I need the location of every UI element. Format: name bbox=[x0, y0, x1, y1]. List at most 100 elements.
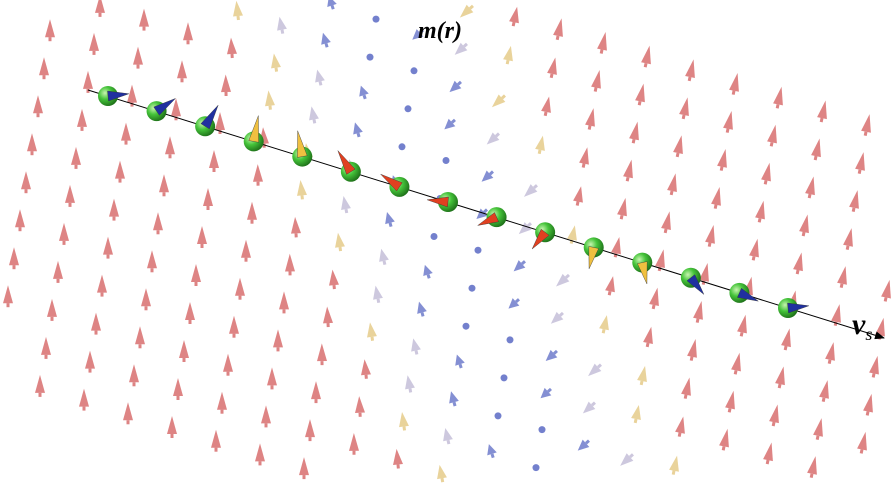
arrow bbox=[123, 402, 133, 420]
cone bbox=[637, 262, 647, 284]
arrow-shaft bbox=[639, 101, 640, 105]
arrow bbox=[305, 419, 315, 437]
arrow bbox=[679, 97, 689, 116]
arrow bbox=[83, 71, 93, 89]
arrow-shaft bbox=[448, 440, 449, 444]
arrow bbox=[417, 302, 427, 314]
arrow-shaft bbox=[340, 247, 341, 251]
arrow bbox=[129, 364, 139, 382]
arrow bbox=[315, 70, 325, 83]
arrow-shaft bbox=[513, 22, 514, 26]
arrow-shaft bbox=[647, 343, 648, 347]
arrow bbox=[183, 22, 193, 40]
arrow-shaft bbox=[671, 191, 672, 195]
arrow bbox=[755, 201, 765, 220]
arrow-shaft bbox=[442, 478, 443, 482]
arrow bbox=[649, 288, 659, 306]
arrow-shaft bbox=[378, 299, 379, 303]
arrow bbox=[229, 316, 239, 334]
arrow-shaft bbox=[603, 329, 604, 333]
arrow bbox=[405, 375, 415, 389]
cone bbox=[249, 116, 259, 143]
arrow bbox=[807, 456, 817, 475]
arrow bbox=[675, 417, 685, 434]
arrow-shaft bbox=[384, 261, 385, 265]
arrow bbox=[227, 38, 237, 55]
arrow bbox=[273, 329, 283, 347]
arrow-shaft bbox=[557, 36, 558, 40]
arrow bbox=[535, 136, 545, 151]
arrow-shaft bbox=[551, 74, 552, 78]
arrow-shaft bbox=[859, 170, 860, 174]
arrow-shaft bbox=[683, 115, 684, 119]
arrow bbox=[271, 54, 281, 69]
arrow-shaft bbox=[490, 172, 493, 175]
arrow-shaft bbox=[372, 337, 373, 341]
arrow bbox=[685, 59, 695, 78]
arrow bbox=[121, 123, 131, 141]
arrow bbox=[591, 70, 601, 89]
arrow-shaft bbox=[865, 132, 866, 136]
arrow bbox=[15, 209, 25, 227]
arrow bbox=[509, 7, 519, 23]
arrow bbox=[9, 247, 19, 265]
arrow-shaft bbox=[829, 360, 830, 364]
arrow-shaft bbox=[566, 275, 569, 278]
arrow bbox=[731, 353, 741, 372]
arrow-shaft bbox=[815, 156, 816, 160]
arrow bbox=[233, 1, 243, 17]
arrow-shaft bbox=[410, 389, 411, 393]
arrow-shaft bbox=[428, 275, 429, 279]
arrow-shaft bbox=[633, 139, 634, 143]
arrow-shaft bbox=[592, 403, 595, 406]
arrow bbox=[203, 188, 213, 206]
arrow bbox=[59, 223, 69, 241]
arrow bbox=[255, 443, 265, 461]
velocity-symbol: v bbox=[852, 308, 866, 341]
arrow bbox=[849, 190, 859, 209]
arrow bbox=[443, 428, 453, 441]
arrow-shaft bbox=[496, 134, 499, 137]
arrow bbox=[79, 389, 89, 407]
arrow-shaft bbox=[779, 384, 780, 388]
arrow bbox=[317, 343, 327, 361]
arrow bbox=[141, 288, 151, 306]
arrow-dot bbox=[431, 233, 438, 240]
arrow bbox=[279, 291, 289, 309]
arrow bbox=[673, 135, 683, 154]
arrow bbox=[617, 198, 627, 216]
arrow-shaft bbox=[733, 91, 734, 95]
arrow-shaft bbox=[589, 126, 590, 130]
arrow-shaft bbox=[548, 389, 551, 392]
arrow-shaft bbox=[709, 243, 710, 247]
arrow bbox=[705, 225, 715, 244]
arrow bbox=[355, 396, 365, 413]
arrow bbox=[85, 351, 95, 369]
arrow bbox=[71, 147, 81, 165]
arrow bbox=[33, 95, 43, 113]
arrow-shaft bbox=[390, 223, 391, 227]
arrow bbox=[139, 9, 149, 27]
arrow bbox=[261, 405, 271, 423]
arrow bbox=[297, 180, 307, 196]
arrow bbox=[217, 392, 227, 410]
arrow bbox=[241, 240, 251, 258]
arrow-shaft bbox=[539, 150, 540, 154]
arrow bbox=[47, 299, 57, 317]
arrow bbox=[599, 315, 609, 330]
arrow bbox=[729, 73, 739, 92]
arrow bbox=[553, 18, 563, 37]
arrow-dot bbox=[411, 67, 418, 74]
arrow bbox=[45, 19, 55, 37]
arrow-dot bbox=[495, 412, 502, 419]
arrow-shaft bbox=[653, 305, 654, 309]
arrow-shaft bbox=[554, 351, 557, 354]
arrow bbox=[861, 114, 871, 133]
arrow bbox=[265, 90, 275, 106]
velocity-subscript: s bbox=[865, 324, 872, 344]
arrow bbox=[311, 381, 321, 399]
arrow bbox=[423, 265, 433, 276]
arrow bbox=[875, 318, 885, 337]
arrow bbox=[329, 270, 339, 286]
arrow-shaft bbox=[326, 43, 327, 47]
